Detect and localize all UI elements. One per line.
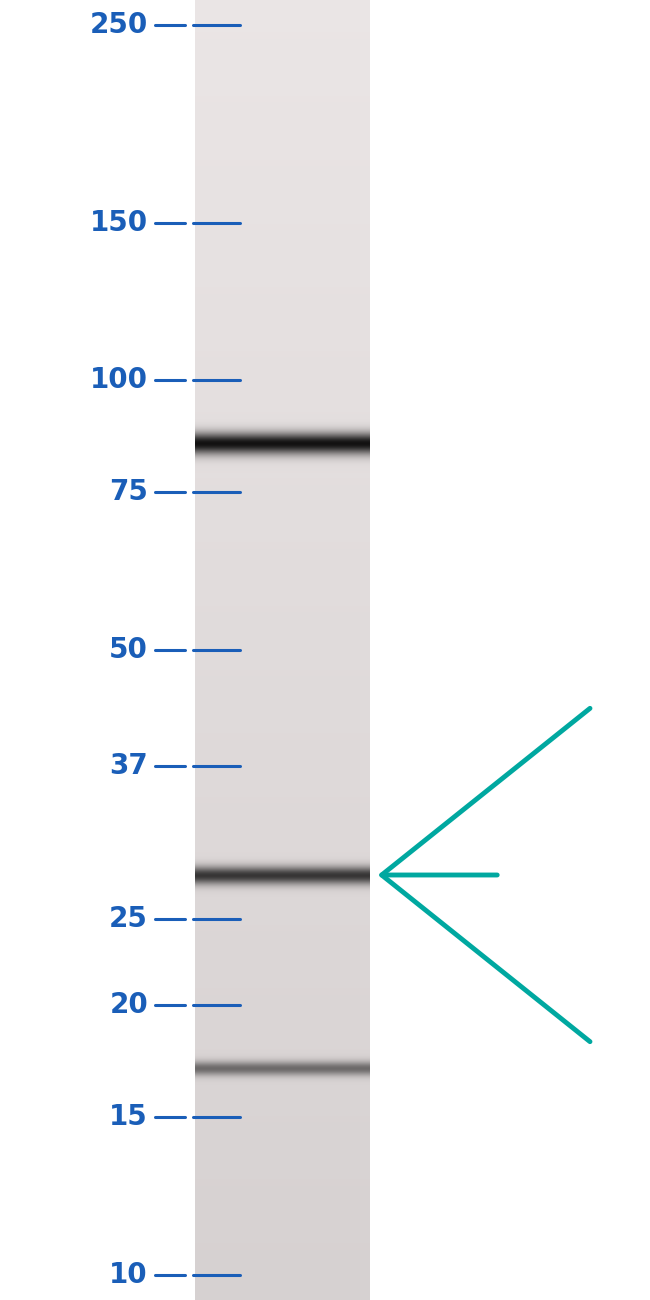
Text: 50: 50 bbox=[109, 636, 148, 664]
Text: 75: 75 bbox=[109, 478, 148, 506]
Text: 100: 100 bbox=[90, 367, 148, 394]
Text: 15: 15 bbox=[109, 1102, 148, 1131]
Text: 20: 20 bbox=[109, 991, 148, 1019]
Text: 150: 150 bbox=[90, 209, 148, 237]
Text: 25: 25 bbox=[109, 905, 148, 933]
Text: 37: 37 bbox=[109, 751, 148, 780]
Text: 250: 250 bbox=[90, 10, 148, 39]
Text: 10: 10 bbox=[109, 1261, 148, 1290]
